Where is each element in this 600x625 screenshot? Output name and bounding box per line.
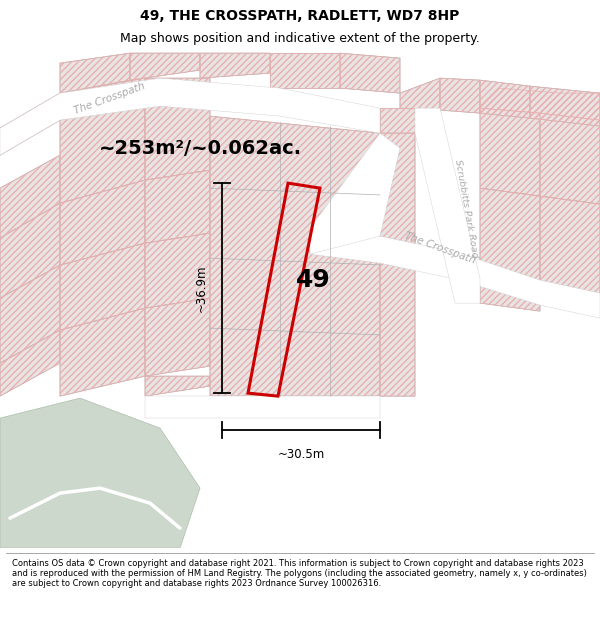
Polygon shape: [60, 53, 130, 93]
Polygon shape: [340, 53, 400, 93]
Polygon shape: [0, 155, 60, 238]
Polygon shape: [480, 280, 540, 311]
Polygon shape: [0, 78, 380, 155]
Polygon shape: [200, 53, 270, 78]
Text: ~253m²/~0.062ac.: ~253m²/~0.062ac.: [98, 139, 302, 158]
Polygon shape: [60, 243, 145, 330]
Polygon shape: [540, 93, 600, 120]
Text: ~30.5m: ~30.5m: [277, 448, 325, 461]
Polygon shape: [0, 93, 60, 155]
Text: The Crosspath: The Crosspath: [403, 231, 477, 266]
Polygon shape: [270, 53, 340, 88]
Polygon shape: [540, 113, 600, 204]
Polygon shape: [480, 88, 560, 113]
Polygon shape: [130, 53, 200, 80]
Polygon shape: [145, 78, 210, 96]
Text: Map shows position and indicative extent of the property.: Map shows position and indicative extent…: [120, 32, 480, 46]
Polygon shape: [530, 86, 600, 126]
Polygon shape: [0, 265, 60, 363]
Text: 49, THE CROSSPATH, RADLETT, WD7 8HP: 49, THE CROSSPATH, RADLETT, WD7 8HP: [140, 9, 460, 23]
Polygon shape: [145, 298, 210, 376]
Text: ~36.9m: ~36.9m: [195, 264, 208, 312]
Polygon shape: [540, 196, 600, 296]
Polygon shape: [145, 170, 210, 243]
Polygon shape: [400, 78, 440, 110]
Polygon shape: [145, 86, 210, 180]
Text: 49: 49: [296, 268, 331, 292]
Polygon shape: [310, 133, 400, 254]
Polygon shape: [60, 180, 145, 265]
Text: Contains OS data © Crown copyright and database right 2021. This information is : Contains OS data © Crown copyright and d…: [12, 559, 587, 588]
Polygon shape: [60, 308, 145, 396]
Polygon shape: [380, 108, 415, 133]
Polygon shape: [0, 398, 200, 548]
Polygon shape: [0, 203, 60, 298]
Polygon shape: [0, 330, 60, 396]
Polygon shape: [145, 233, 210, 308]
Polygon shape: [60, 78, 145, 120]
Polygon shape: [480, 188, 540, 288]
Polygon shape: [380, 254, 415, 396]
Polygon shape: [440, 78, 480, 113]
Polygon shape: [310, 228, 600, 318]
Polygon shape: [210, 116, 380, 396]
Text: Scrubbitts Park Road: Scrubbitts Park Road: [453, 158, 479, 258]
Polygon shape: [380, 133, 415, 258]
Polygon shape: [60, 96, 145, 203]
Polygon shape: [480, 80, 530, 118]
Text: The Crosspath: The Crosspath: [73, 81, 147, 116]
Polygon shape: [145, 396, 380, 418]
Polygon shape: [415, 108, 480, 303]
Polygon shape: [145, 376, 210, 396]
Polygon shape: [480, 108, 540, 196]
